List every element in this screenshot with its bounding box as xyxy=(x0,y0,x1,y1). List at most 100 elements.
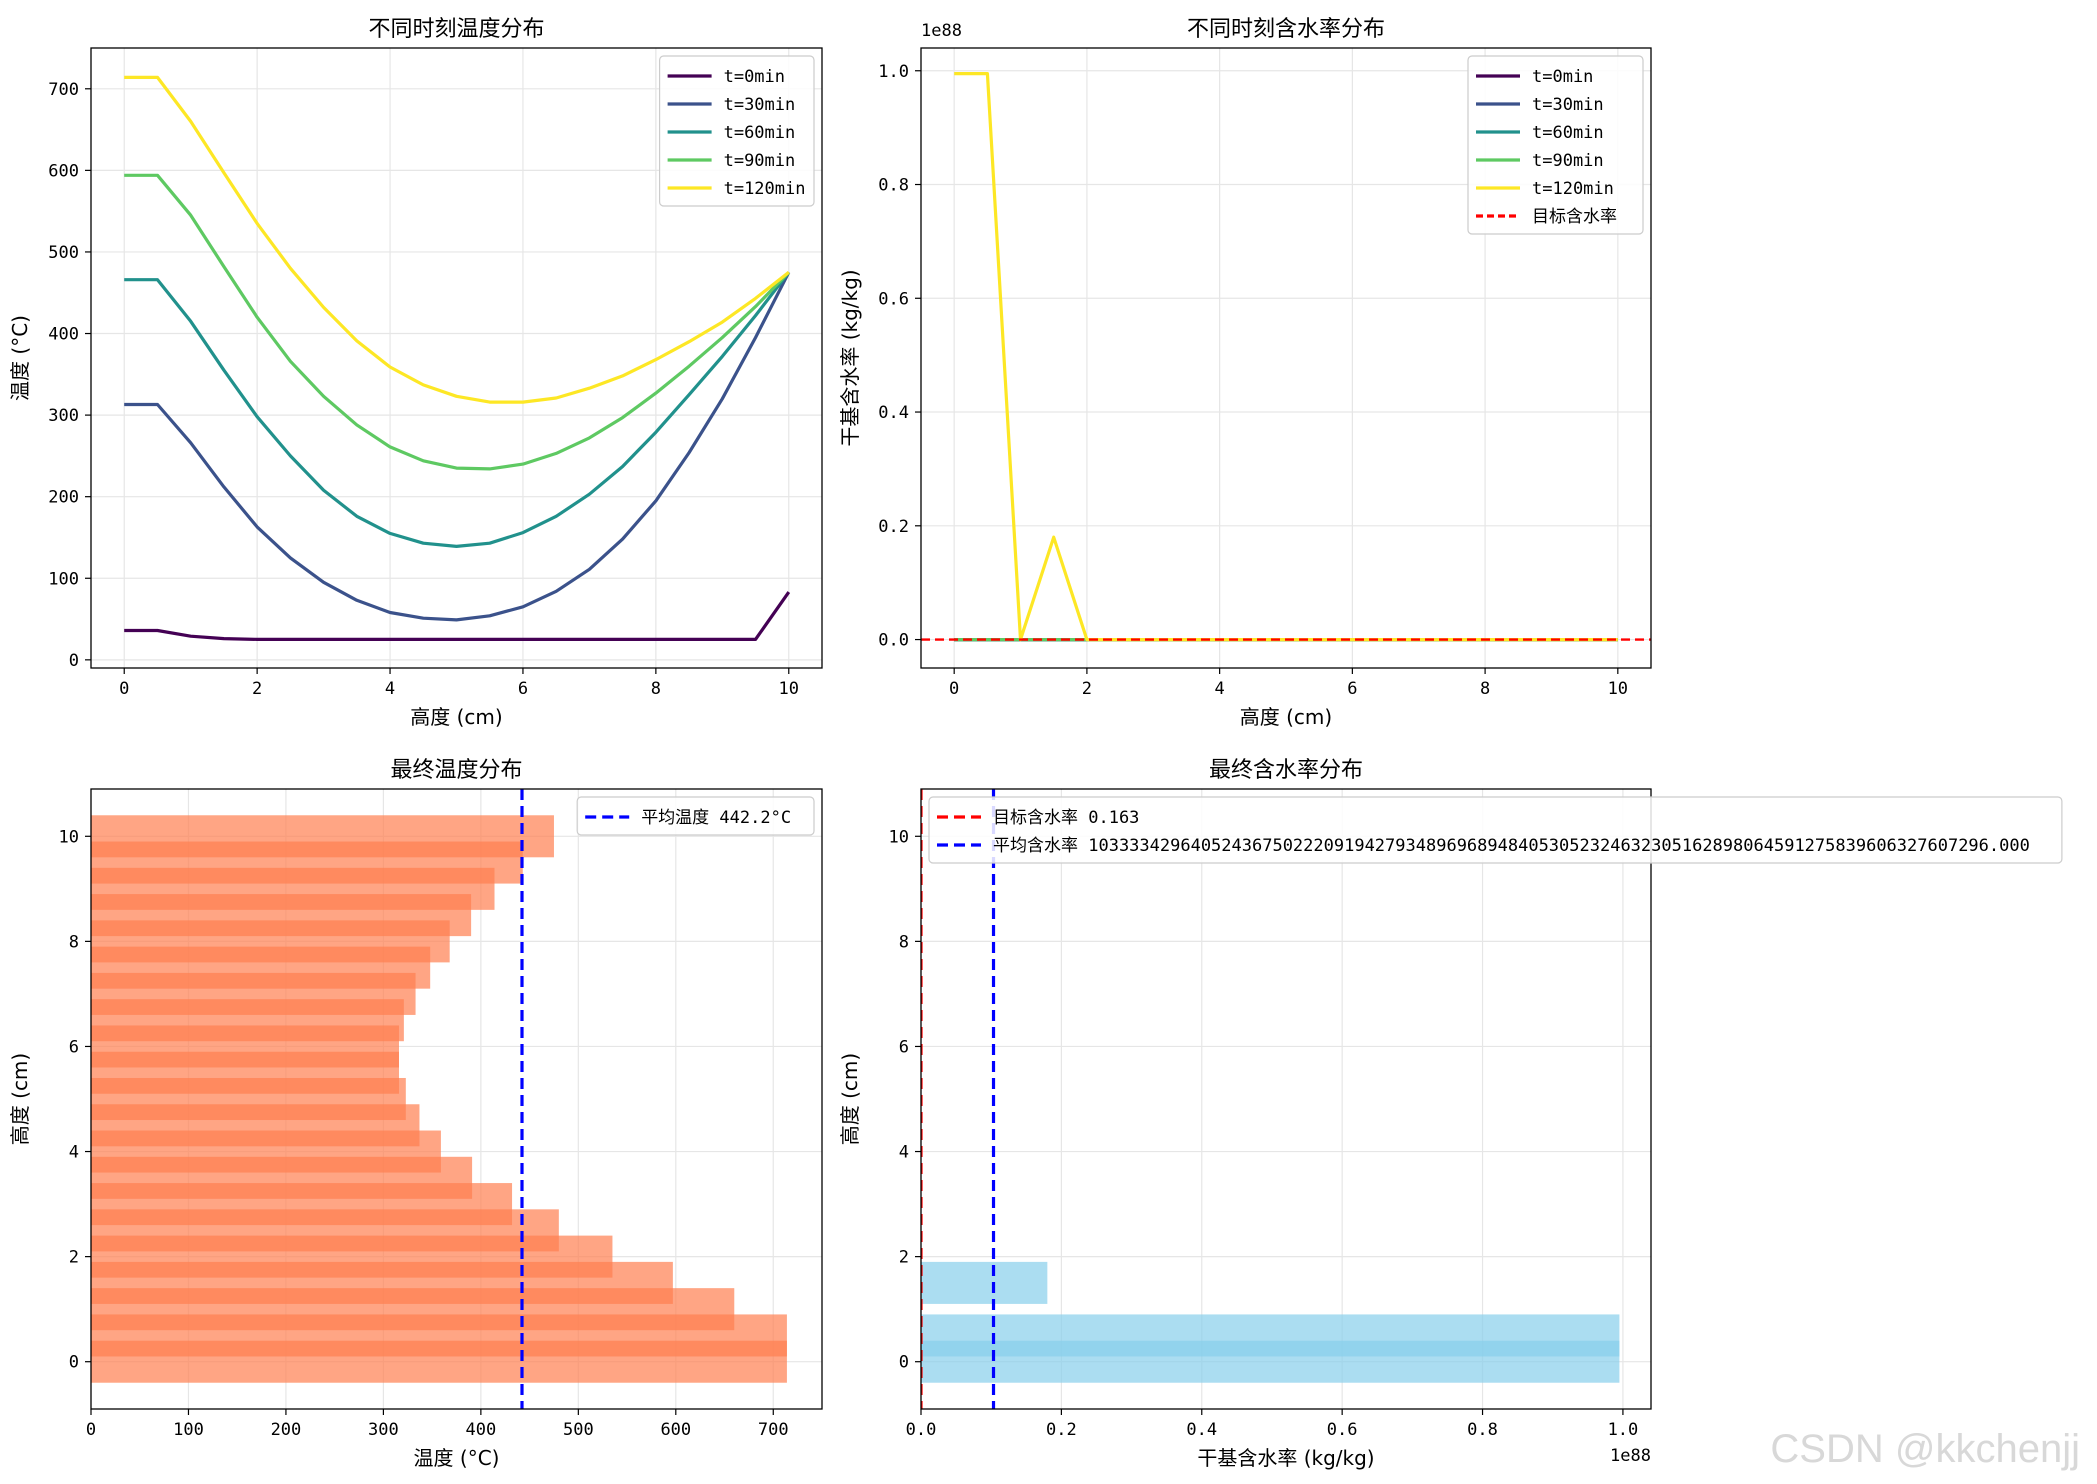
legend: t=0min t=30min t=60min t=90min t=120min 目标含水率 xyxy=(1467,55,1644,235)
y-tick-label: 0.6 xyxy=(878,289,909,309)
x-tick-label: 6 xyxy=(518,679,528,699)
legend: 平均温度 442.2°C xyxy=(576,796,815,836)
y-tick-label: 1.0 xyxy=(878,62,909,82)
legend-label: t=30min xyxy=(1532,95,1604,115)
x-offset-text: 1e88 xyxy=(1610,1446,1651,1466)
legend-label: t=0min xyxy=(1532,67,1593,87)
chart-2: 0 2 4 6 8 10 0.0 0.2 0.4 0.6 0.8 1.0 1e88 不同时刻含水率分布高度… xyxy=(838,17,1652,729)
x-tick-label: 700 xyxy=(758,1420,789,1440)
legend-label: 目标含水率 0.163 xyxy=(993,808,1139,828)
x-tick-label: 300 xyxy=(368,1420,399,1440)
x-tick-label: 100 xyxy=(173,1420,204,1440)
axes-frame xyxy=(90,47,823,669)
plot-area xyxy=(124,75,791,642)
plot-area xyxy=(921,789,1620,1409)
bar xyxy=(921,1261,1048,1304)
x-axis-label: 干基含水率 (kg/kg) xyxy=(1197,1446,1374,1470)
x-tick-label: 10 xyxy=(1608,679,1628,699)
y-tick-label: 200 xyxy=(48,488,79,508)
legend-box xyxy=(576,796,815,836)
plot-area xyxy=(921,71,1651,642)
y-tick-label: 4 xyxy=(899,1143,909,1163)
legend-label: t=60min xyxy=(1532,123,1604,143)
plot-area xyxy=(91,789,787,1409)
x-tick-label: 400 xyxy=(466,1420,497,1440)
y-tick-label: 6 xyxy=(69,1037,79,1057)
chart-title: 最终温度分布 xyxy=(390,758,522,783)
y-tick-label: 8 xyxy=(69,932,79,952)
legend-label: t=30min xyxy=(724,95,796,115)
legend-box xyxy=(658,55,815,207)
series-line xyxy=(124,75,790,404)
chart-1: 0 2 4 6 8 100100200300400500600700不同时刻温度分布高度 … xyxy=(8,17,823,729)
x-tick-label: 10 xyxy=(779,679,799,699)
y-tick-label: 6 xyxy=(899,1037,909,1057)
y-tick-label: 300 xyxy=(48,406,79,426)
x-tick-label: 0 xyxy=(119,679,129,699)
y-tick-label: 0.0 xyxy=(878,631,909,651)
legend: 目标含水率 0.163 平均含水率 10333342964052436750222… xyxy=(928,796,2063,864)
bar xyxy=(91,815,554,858)
chart-title: 不同时刻含水率分布 xyxy=(1187,17,1385,42)
bar xyxy=(921,1314,1620,1357)
legend-label: t=90min xyxy=(1532,151,1604,171)
x-tick-label: 4 xyxy=(1215,679,1225,699)
x-tick-label: 2 xyxy=(252,679,262,699)
x-tick-label: 1.0 xyxy=(1608,1420,1639,1440)
axes-frame xyxy=(90,788,823,1410)
y-tick-label: 0 xyxy=(69,1353,79,1373)
x-tick-label: 0.8 xyxy=(1467,1420,1498,1440)
x-tick-label: 0.6 xyxy=(1327,1420,1358,1440)
watermark: CSDN @kkchenjj xyxy=(1770,1427,2080,1471)
legend-label: t=120min xyxy=(1532,179,1614,199)
x-tick-label: 600 xyxy=(660,1420,691,1440)
y-axis-label: 高度 (cm) xyxy=(8,1053,32,1145)
y-tick-label: 10 xyxy=(889,827,909,847)
y-tick-label: 10 xyxy=(59,827,79,847)
y-axis-label: 高度 (cm) xyxy=(838,1053,862,1145)
legend-label: t=120min xyxy=(724,179,806,199)
x-tick-label: 500 xyxy=(563,1420,594,1440)
y-tick-label: 4 xyxy=(69,1143,79,1163)
y-tick-label: 0 xyxy=(69,651,79,671)
x-tick-label: 200 xyxy=(271,1420,302,1440)
y-tick-label: 2 xyxy=(69,1248,79,1268)
y-tick-label: 500 xyxy=(48,243,79,263)
legend-label: t=90min xyxy=(724,151,796,171)
legend-label: 平均温度 442.2°C xyxy=(641,808,791,828)
chart-4: 0.0 0.2 0.4 0.6 0.8 1.0 0 2 4 6 8 10 1e88 最终含水率分布干基含水… xyxy=(838,758,2063,1470)
legend-label: 目标含水率 xyxy=(1532,207,1617,227)
y-tick-label: 0.4 xyxy=(878,403,909,423)
chart-title: 不同时刻温度分布 xyxy=(368,17,544,42)
x-tick-label: 0.2 xyxy=(1046,1420,1077,1440)
x-tick-label: 8 xyxy=(1480,679,1490,699)
y-tick-label: 0.2 xyxy=(878,517,909,537)
x-axis-label: 高度 (cm) xyxy=(410,705,502,729)
y-tick-label: 700 xyxy=(48,80,79,100)
x-axis-label: 温度 (°C) xyxy=(414,1446,500,1470)
x-tick-label: 0.0 xyxy=(906,1420,937,1440)
y-axis-label: 干基含水率 (kg/kg) xyxy=(838,269,862,446)
axes-frame xyxy=(920,47,1652,669)
legend-label: 平均含水率 1033334296405243675022209194279348… xyxy=(993,836,2030,856)
x-tick-label: 0.4 xyxy=(1186,1420,1217,1440)
series-line xyxy=(124,271,791,549)
y-axis-label: 温度 (°C) xyxy=(8,315,32,401)
x-tick-label: 0 xyxy=(86,1420,96,1440)
legend-label: t=0min xyxy=(724,67,785,87)
x-tick-label: 0 xyxy=(949,679,959,699)
chart-title: 最终含水率分布 xyxy=(1209,758,1363,783)
legend-label: t=60min xyxy=(724,123,796,143)
x-axis-label: 高度 (cm) xyxy=(1240,705,1332,729)
y-tick-label: 600 xyxy=(48,161,79,181)
y-offset-text: 1e88 xyxy=(921,21,962,41)
x-tick-label: 4 xyxy=(385,679,395,699)
axes-frame xyxy=(920,788,1652,1410)
series-line xyxy=(124,173,790,471)
y-tick-label: 400 xyxy=(48,325,79,345)
y-tick-label: 0.8 xyxy=(878,176,909,196)
series-line xyxy=(124,271,791,622)
x-tick-label: 6 xyxy=(1347,679,1357,699)
series-line xyxy=(124,591,791,642)
